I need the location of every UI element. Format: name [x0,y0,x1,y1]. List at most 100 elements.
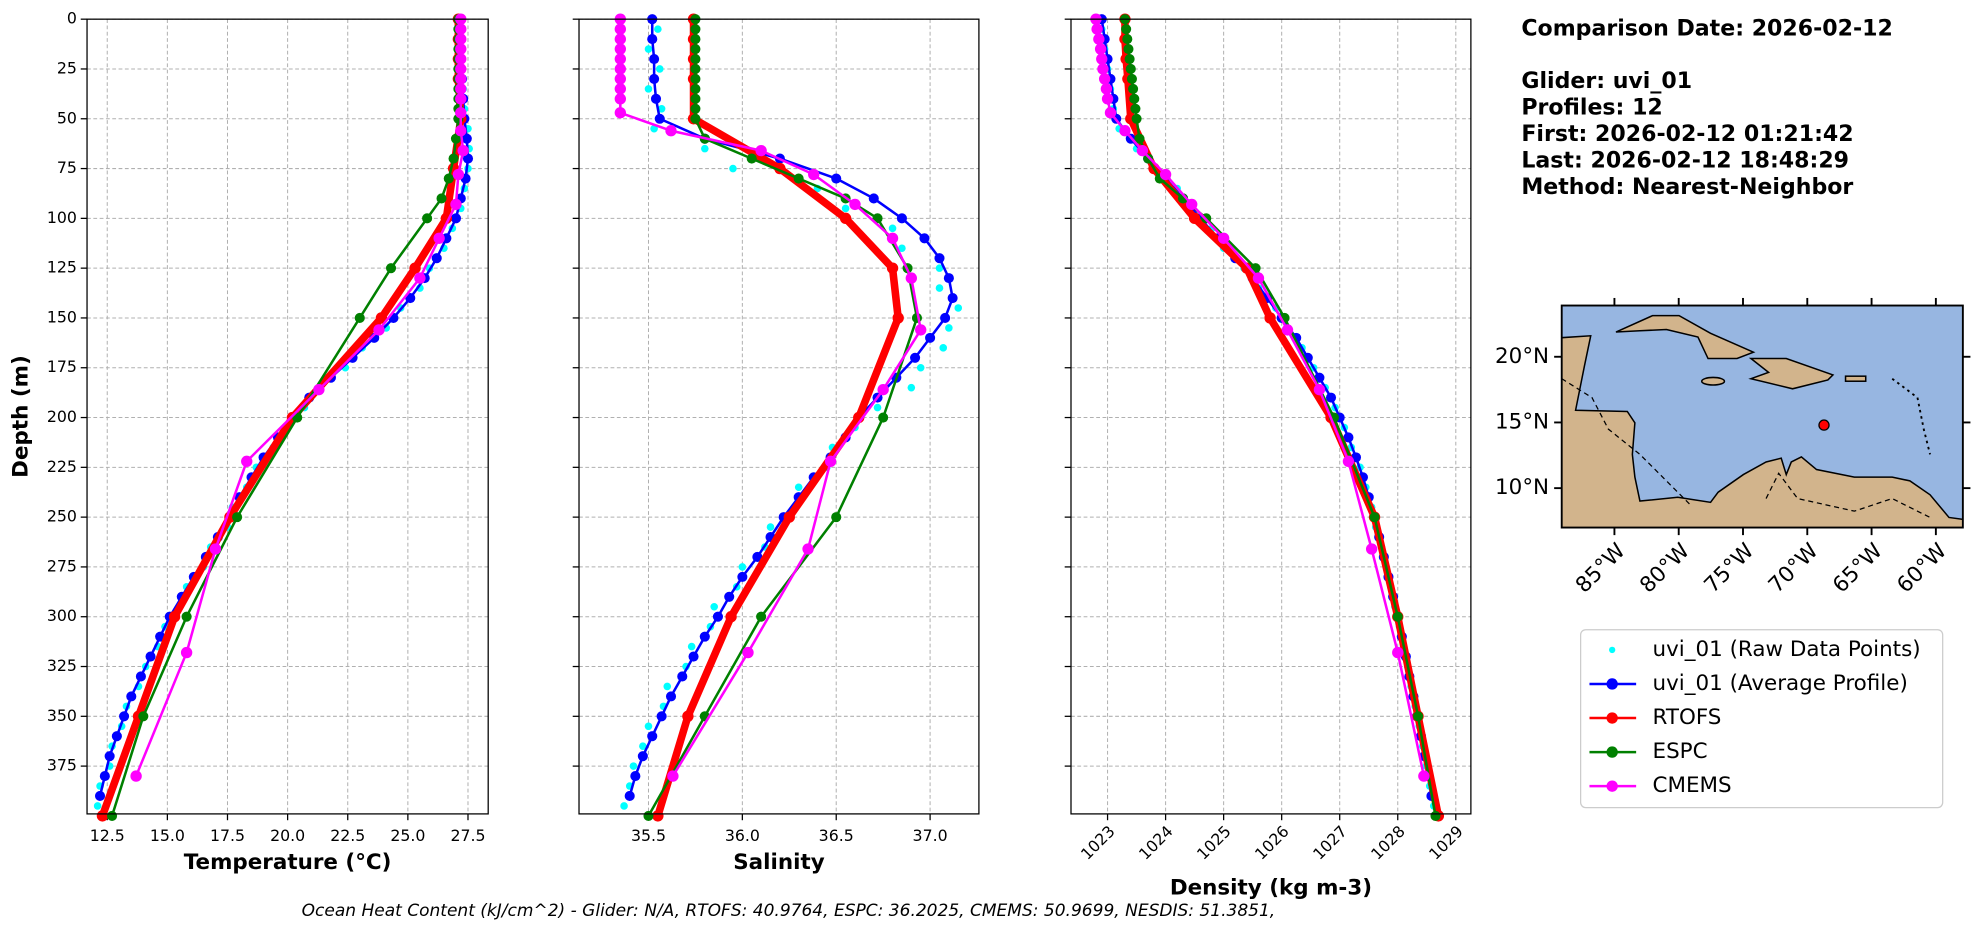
panel: 0 25 50 75 100 125 150 175 200 225 250 275 300 325 350… [47,9,489,875]
profile-marker [422,213,433,224]
map-frame [1560,304,1964,529]
profile-marker [1091,23,1103,35]
y-tick-label: 75 [57,158,77,177]
profile-marker [431,253,442,264]
raw-point [644,45,653,53]
map-lon-label: 85°W [1571,539,1631,599]
profile-marker [712,611,723,622]
profile-marker [915,324,927,336]
profile-marker [455,23,467,35]
profile-marker [1418,770,1430,782]
cuba [1615,314,1756,360]
map-lat-label: 20°N [1495,344,1549,369]
profile-marker [1343,432,1354,443]
profile-marker [614,63,626,75]
raw-point [729,164,737,173]
profile-marker [1126,73,1137,84]
x-tick-label: 1025 [1193,822,1235,864]
raw-point [644,85,653,93]
x-tick-label: 27.5 [450,826,485,845]
profile-marker [455,83,467,95]
profile-marker [688,651,699,662]
profile-marker [1413,711,1424,722]
y-axis-label: Depth (m) [8,355,33,478]
raw-point [873,403,882,412]
x-tick-label: 36.0 [725,826,760,845]
profile-marker [742,646,754,659]
x-tick-label: 36.5 [819,826,854,845]
profile-marker [614,33,626,45]
raw-point [620,802,628,810]
legend-marker [1606,678,1618,690]
profile-marker [831,512,842,523]
profile-marker [737,571,748,582]
profile-marker [896,213,907,224]
profile-marker [1096,53,1108,65]
profile-marker [1430,810,1441,821]
legend-label: CMEMS [1653,773,1732,798]
profile-marker [1123,44,1134,55]
y-tick-label: 225 [47,457,77,476]
profile-marker [455,33,467,45]
profile-marker [614,43,626,55]
islands [1891,377,1931,455]
x-tick-label: 35.5 [631,826,666,845]
raw-point [794,483,803,492]
axes-frame [86,18,489,815]
raw-point [639,742,647,750]
profile-marker [1188,212,1201,225]
legend-marker [1606,780,1618,792]
profile-marker [793,173,804,184]
profile-marker [650,93,662,104]
y-tick-label: 25 [57,58,77,77]
profile-marker [1314,372,1325,383]
legend-label: RTOFS [1653,705,1722,730]
profile-marker [940,312,951,323]
profile-marker [455,125,467,137]
profile-marker [649,53,660,65]
profile-marker [690,63,701,75]
profile-marker [455,43,467,55]
raw-point [888,224,897,233]
raw-point [898,244,906,253]
profile-marker [168,611,181,623]
profile-marker [943,273,954,284]
info-line: Last: 2026-02-12 18:48:29 [1521,149,1849,174]
profile-marker [1097,63,1109,75]
profile-line [1094,19,1426,777]
glider-position [1818,419,1830,431]
profile-marker [614,107,626,119]
legend-label: uvi_01 (Raw Data Points) [1653,637,1921,662]
raw-point [916,363,925,372]
profile-marker [1252,272,1265,284]
land [1561,314,1963,528]
x-tick-label: 1023 [1077,822,1119,864]
profile-marker [104,751,115,762]
profile-marker [455,53,467,65]
profile-marker [783,511,795,523]
info-line: Comparison Date: 2026-02-12 [1521,16,1892,41]
profile-marker [241,455,253,468]
profile-marker [126,691,137,702]
profile-marker [1159,168,1172,181]
profile-marker [624,790,635,802]
profile-marker [1136,144,1149,157]
legend-marker [1606,712,1618,724]
profile-marker [725,611,737,623]
raw-point [907,383,916,392]
x-axis-label: Temperature (°C) [184,850,392,875]
profile-marker [886,262,899,274]
profile-marker [665,125,677,137]
profile-marker [1129,93,1140,104]
profile-marker [910,352,921,363]
profile-marker [443,173,454,184]
profile-marker [839,212,852,225]
raw-point [663,682,672,691]
profile-marker [94,790,106,802]
profile-line [628,19,954,797]
mainland [1561,334,1963,528]
profile-marker [135,671,146,682]
y-tick-label: 375 [47,756,77,775]
y-tick-label: 0 [67,9,77,28]
